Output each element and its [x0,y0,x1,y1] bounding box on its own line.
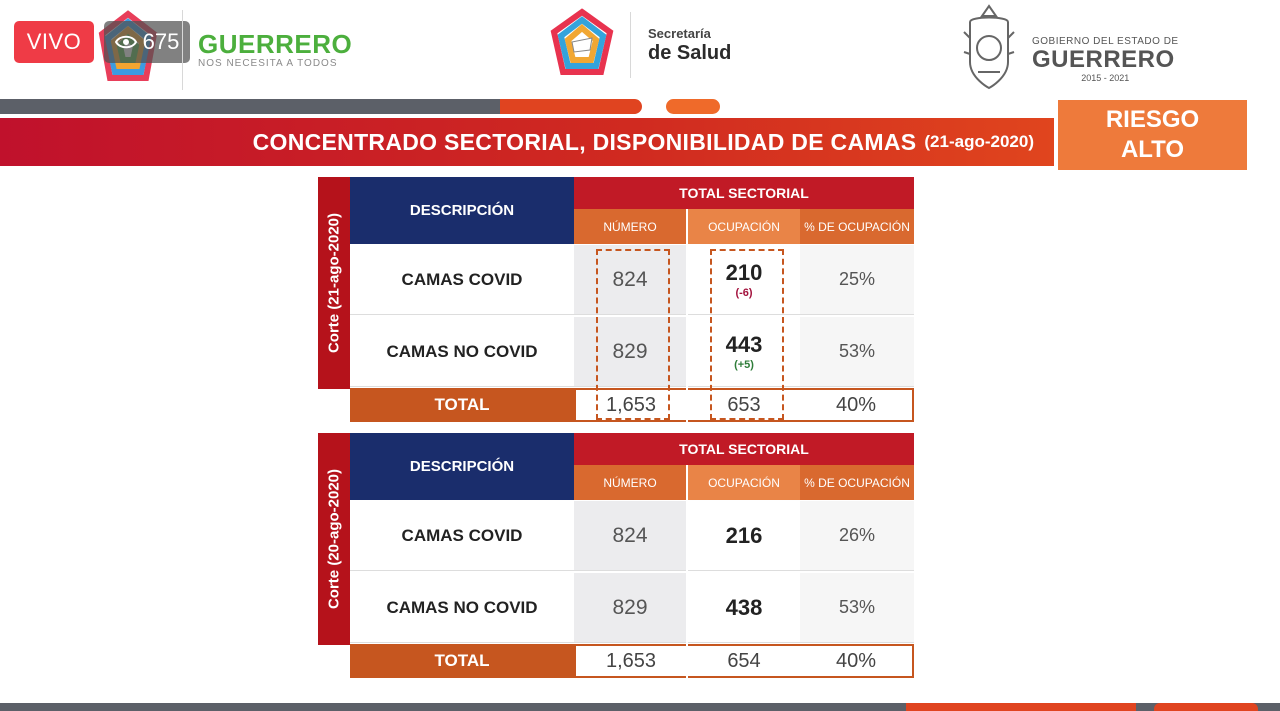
viewer-count: 675 [142,29,180,54]
row-numero: 824 [574,245,686,315]
gobierno-years: 2015 - 2021 [1081,73,1130,83]
ocupacion-value: 443 [725,332,763,357]
beds-table-previous: Corte (20-ago-2020) DESCRIPCIÓN TOTAL SE… [318,433,914,678]
table-side-label: Corte (21-ago-2020) [318,177,350,389]
eye-icon [114,35,137,49]
risk-line2: ALTO [1120,136,1185,163]
total-label: TOTAL [350,388,574,422]
desc-header: DESCRIPCIÓN [350,177,574,244]
row-pct: 26% [800,501,914,571]
footer-bar-gray [0,703,1280,711]
col-header-pct: % DE OCUPACIÓN [800,209,914,244]
page-title: CONCENTRADO SECTORIAL, DISPONIBILIDAD DE… [252,128,917,155]
logo-divider [182,10,183,90]
total-numero: 1,653 [574,644,686,678]
row-numero: 829 [574,573,686,643]
salud-line2: de Salud [648,42,732,64]
gobierno-line2: GUERRERO [1032,46,1175,73]
salud-line1: Secretaría [648,26,711,41]
salud-star-logo-icon [550,8,614,75]
row-ocupacion: 216 [688,501,800,571]
gobierno-line1: GOBIERNO DEL ESTADO DE [1032,36,1179,47]
viewer-count-badge: 675 [104,21,190,63]
decor-bar-pill [666,99,720,114]
decor-bar-gray [0,99,500,114]
col-header-pct: % DE OCUPACIÓN [800,465,914,500]
row-ocupacion: 443 (+5) [688,317,800,387]
col-header-numero: NÚMERO [574,465,686,500]
total-pct: 40% [800,388,914,422]
row-pct: 25% [800,245,914,315]
guerrero-slogan: NOS NECESITA A TODOS [198,58,338,69]
table-side-label: Corte (20-ago-2020) [318,433,350,645]
risk-badge: RIESGO ALTO [1058,100,1247,170]
total-ocupacion: 654 [688,644,800,678]
row-ocupacion: 210 (-6) [688,245,800,315]
ocupacion-delta: (-6) [735,287,753,299]
title-bar: CONCENTRADO SECTORIAL, DISPONIBILIDAD DE… [0,118,1054,166]
row-label: CAMAS COVID [350,245,574,315]
row-pct: 53% [800,317,914,387]
ocupacion-value: 438 [725,594,763,620]
decor-bar-red [500,99,642,114]
desc-header: DESCRIPCIÓN [350,433,574,500]
live-badge: VIVO [14,21,94,63]
row-numero: 829 [574,317,686,387]
salud-divider [630,12,631,78]
group-header: TOTAL SECTORIAL [574,177,914,209]
row-numero: 824 [574,501,686,571]
col-header-ocupacion: OCUPACIÓN [688,209,800,244]
total-pct: 40% [800,644,914,678]
ocupacion-value: 216 [725,522,763,548]
ocupacion-delta: (+5) [734,359,754,371]
row-label: CAMAS NO COVID [350,317,574,387]
row-label: CAMAS NO COVID [350,573,574,643]
footer-bar-red-right [1154,703,1258,711]
row-pct: 53% [800,573,914,643]
row-ocupacion: 438 [688,573,800,643]
guerrero-title: GUERRERO [198,29,353,59]
row-label: CAMAS COVID [350,501,574,571]
page-title-date: (21-ago-2020) [924,132,1034,151]
col-header-ocupacion: OCUPACIÓN [688,465,800,500]
gobierno-logo-text: GOBIERNO DEL ESTADO DE GUERRERO 2015 - 2… [1032,36,1179,83]
salud-logo-text: Secretaría de Salud [648,26,731,65]
risk-line1: RIESGO [1105,106,1200,133]
col-header-numero: NÚMERO [574,209,686,244]
ocupacion-value: 210 [725,260,763,285]
total-ocupacion: 653 [688,388,800,422]
coat-of-arms-icon [963,4,1015,90]
total-numero: 1,653 [574,388,686,422]
guerrero-logo-text: GUERRERO NOS NECESITA A TODOS [198,30,352,69]
total-label: TOTAL [350,644,574,678]
footer-bar-red [906,703,1136,711]
beds-table-current: Corte (21-ago-2020) DESCRIPCIÓN TOTAL SE… [318,177,914,422]
group-header: TOTAL SECTORIAL [574,433,914,465]
